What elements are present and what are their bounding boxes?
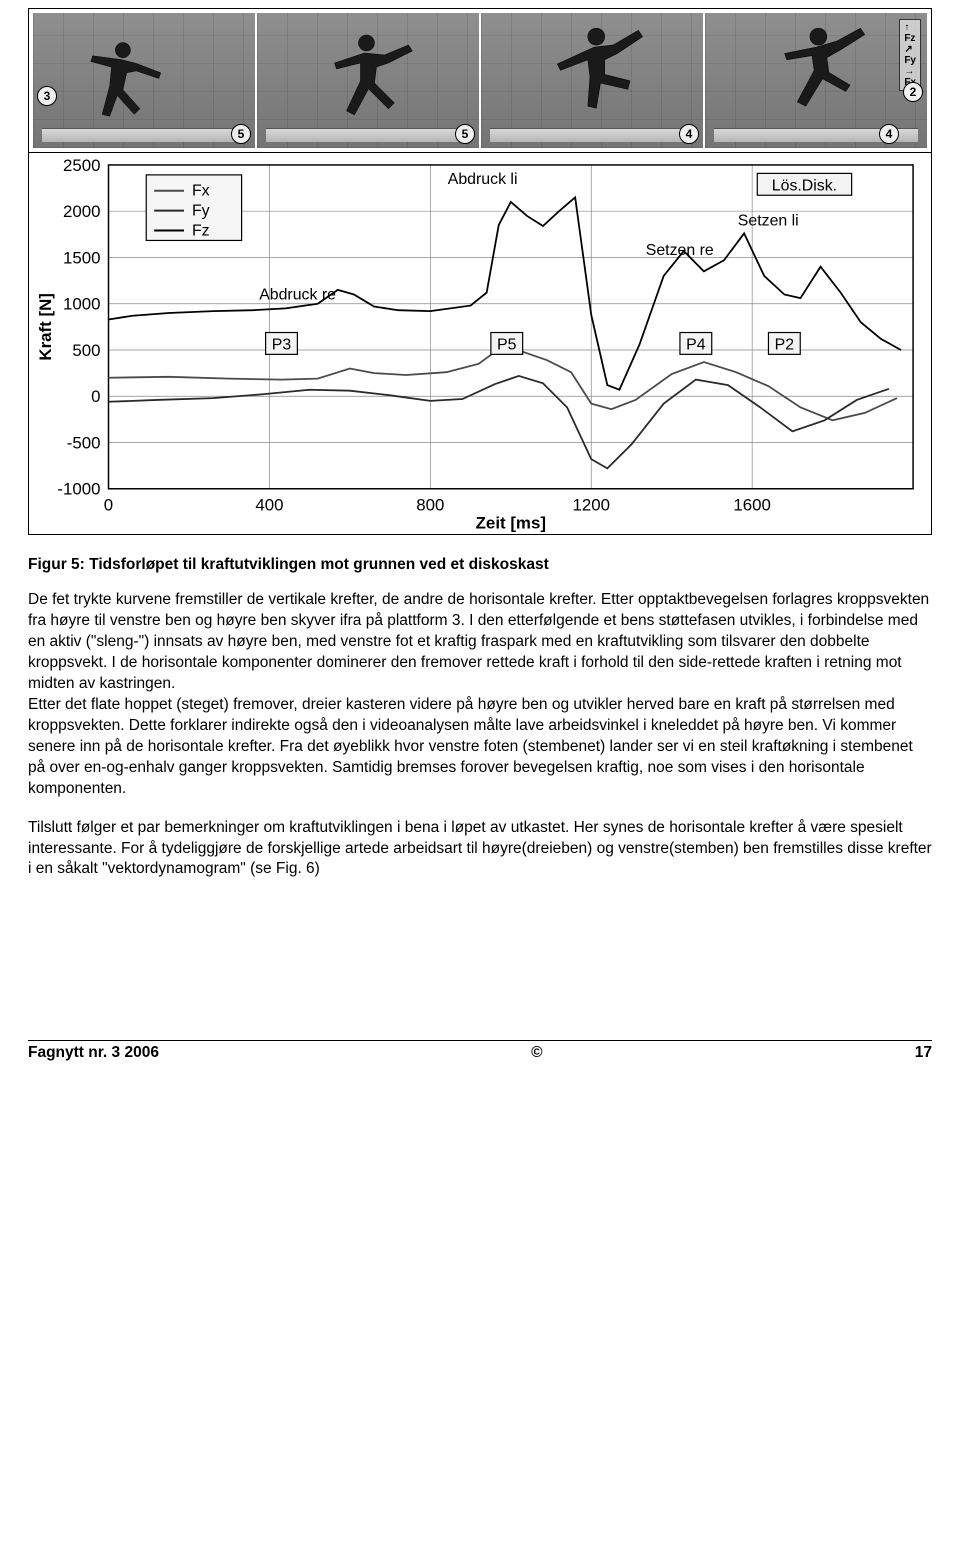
- svg-text:0: 0: [91, 387, 100, 406]
- force-axis-legend: ↑ Fz ↗ Fy → Fx: [899, 19, 921, 91]
- figure-caption: Figur 5: Tidsforløpet til kraftutvikling…: [28, 555, 932, 576]
- svg-text:2500: 2500: [63, 157, 101, 175]
- svg-text:P2: P2: [775, 336, 795, 353]
- svg-text:1600: 1600: [733, 496, 771, 515]
- svg-text:2000: 2000: [63, 202, 101, 221]
- svg-text:400: 400: [255, 496, 283, 515]
- svg-text:0: 0: [104, 496, 113, 515]
- svg-text:Abdruck re: Abdruck re: [259, 286, 336, 303]
- photo-frame-3: 4: [481, 13, 703, 148]
- page-footer: Fagnytt nr. 3 2006 © 17: [28, 1041, 932, 1064]
- axis-fz-label: Fz: [904, 33, 916, 44]
- platform-badge: 5: [231, 124, 251, 144]
- svg-text:1500: 1500: [63, 248, 101, 267]
- svg-text:Setzen re: Setzen re: [646, 242, 714, 259]
- badge-label: 4: [686, 126, 693, 142]
- svg-text:-1000: -1000: [57, 480, 100, 499]
- svg-text:Fx: Fx: [192, 183, 210, 200]
- badge-label: 5: [462, 126, 469, 142]
- svg-text:P3: P3: [272, 336, 292, 353]
- svg-text:-500: -500: [67, 433, 101, 452]
- svg-text:Fz: Fz: [192, 222, 210, 239]
- badge-label: 5: [238, 126, 245, 142]
- platform-badge: 4: [879, 124, 899, 144]
- paragraph-2: Tilslutt følger et par bemerkninger om k…: [28, 818, 932, 881]
- platform-badge: 5: [455, 124, 475, 144]
- svg-text:1000: 1000: [63, 295, 101, 314]
- footer-right: 17: [915, 1043, 932, 1064]
- footer-center: ©: [531, 1043, 542, 1064]
- svg-text:800: 800: [416, 496, 444, 515]
- platform-badge: 4: [679, 124, 699, 144]
- paragraph-1: De fet trykte kurvene fremstiller de ver…: [28, 590, 932, 799]
- svg-text:Fy: Fy: [192, 203, 210, 220]
- svg-text:500: 500: [72, 341, 100, 360]
- svg-text:P5: P5: [497, 336, 517, 353]
- photo-frame-1: 3 5: [33, 13, 255, 148]
- footer-left: Fagnytt nr. 3 2006: [28, 1043, 159, 1064]
- svg-text:Lös.Disk.: Lös.Disk.: [772, 177, 837, 194]
- axis-fy-label: Fy: [904, 55, 916, 66]
- svg-text:Kraft [N]: Kraft [N]: [36, 293, 55, 360]
- badge-label: 4: [886, 126, 893, 142]
- badge-label: 2: [910, 84, 917, 100]
- svg-text:Zeit [ms]: Zeit [ms]: [476, 513, 546, 532]
- svg-text:Setzen li: Setzen li: [738, 212, 799, 229]
- force-time-chart: -1000 -500 0 500 1000 1500 2000 2500 0 400 800 1200…: [29, 153, 931, 534]
- photo-frame-4: ↑ Fz ↗ Fy → Fx 2 4: [705, 13, 927, 148]
- svg-text:Abdruck li: Abdruck li: [448, 171, 518, 188]
- svg-text:P4: P4: [686, 336, 706, 353]
- platform-badge: 2: [903, 82, 923, 102]
- photo-frame-2: 5: [257, 13, 479, 148]
- photo-sequence: 3 5 5 4 ↑ Fz ↗ Fy: [29, 9, 931, 153]
- platform-badge: 3: [37, 86, 57, 106]
- body-text: De fet trykte kurvene fremstiller de ver…: [28, 590, 932, 880]
- badge-label: 3: [44, 88, 51, 104]
- figure-container: 3 5 5 4 ↑ Fz ↗ Fy: [28, 8, 932, 535]
- svg-text:1200: 1200: [572, 496, 610, 515]
